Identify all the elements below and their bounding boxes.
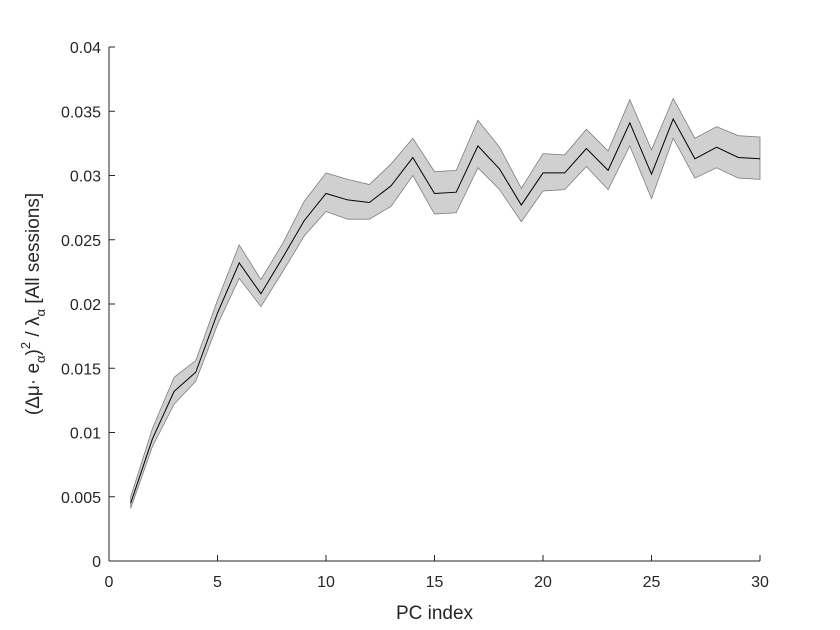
y-title-divide: / λ bbox=[23, 316, 44, 342]
y-axis-title: (Δμ· eα)2 / λα [All sessions] bbox=[18, 193, 48, 415]
y-tick-label: 0.025 bbox=[61, 233, 101, 250]
confidence-band bbox=[130, 97, 761, 509]
y-tick-label: 0.005 bbox=[61, 490, 101, 507]
plot-area bbox=[130, 97, 761, 509]
y-tick-label: 0.02 bbox=[70, 297, 101, 314]
y-title-open: (Δμ· e bbox=[23, 363, 44, 415]
y-tick-label: 0.035 bbox=[61, 104, 101, 121]
x-tick-label: 20 bbox=[534, 574, 552, 591]
y-tick-label: 0 bbox=[92, 554, 101, 571]
x-tick-label: 30 bbox=[751, 574, 769, 591]
y-ticks: 0 0.005 0.01 0.015 0.02 0.025 0.03 0.035 0.04 bbox=[61, 40, 115, 571]
y-title-sup: 2 bbox=[18, 342, 33, 349]
y-tick-label: 0.03 bbox=[70, 169, 101, 186]
x-tick-label: 15 bbox=[426, 574, 444, 591]
mean-line bbox=[130, 117, 761, 504]
x-tick-label: 10 bbox=[317, 574, 335, 591]
x-axis-title: PC index bbox=[396, 603, 474, 624]
x-tick-label: 0 bbox=[105, 574, 114, 591]
y-title-sub-1: α bbox=[33, 355, 48, 363]
y-title-suffix: [All sessions] bbox=[23, 193, 44, 309]
x-ticks: 0 5 10 15 20 25 30 bbox=[105, 555, 769, 591]
y-tick-label: 0.01 bbox=[70, 426, 101, 443]
y-title-close: ) bbox=[23, 349, 44, 355]
x-tick-label: 25 bbox=[643, 574, 661, 591]
y-tick-label: 0.015 bbox=[61, 361, 101, 378]
y-title-sub-2: α bbox=[33, 309, 48, 317]
y-tick-label: 0.04 bbox=[70, 40, 101, 57]
x-tick-label: 5 bbox=[213, 574, 222, 591]
